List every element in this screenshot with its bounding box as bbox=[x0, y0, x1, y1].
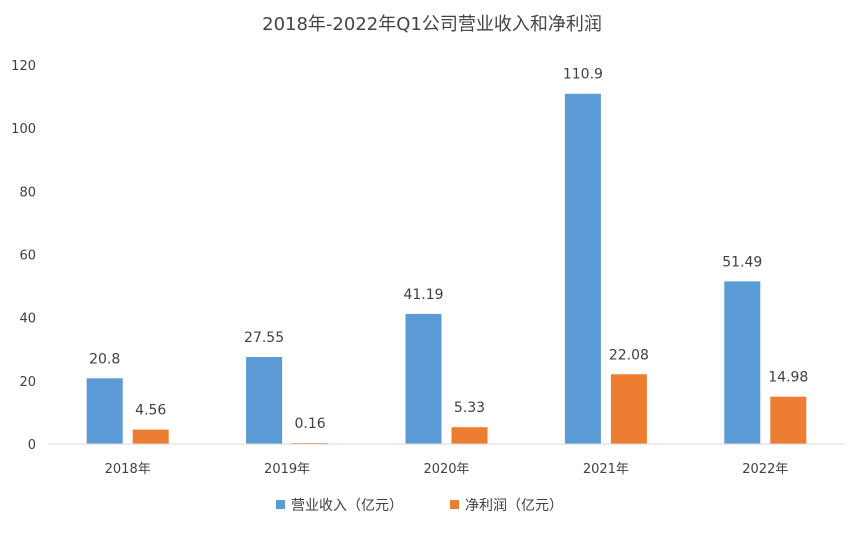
bar-revenue bbox=[405, 313, 442, 444]
x-tick-label: 2020年 bbox=[423, 462, 469, 477]
data-label: 0.16 bbox=[295, 416, 326, 432]
data-label: 41.19 bbox=[403, 287, 443, 303]
data-label: 22.08 bbox=[609, 347, 649, 363]
data-label: 20.8 bbox=[89, 351, 120, 367]
legend-swatch bbox=[276, 500, 285, 509]
data-label: 27.55 bbox=[244, 330, 284, 346]
bar-revenue bbox=[724, 281, 761, 444]
y-tick-label: 80 bbox=[19, 185, 36, 200]
y-tick-label: 40 bbox=[19, 312, 36, 327]
bar-net-profit bbox=[132, 429, 169, 444]
x-tick-label: 2021年 bbox=[583, 462, 629, 477]
x-tick-label: 2019年 bbox=[264, 462, 310, 477]
bar-net-profit bbox=[770, 396, 807, 444]
data-label: 51.49 bbox=[722, 254, 762, 270]
bar-revenue bbox=[86, 378, 123, 444]
bar-revenue bbox=[564, 93, 601, 444]
bar-net-profit bbox=[610, 374, 647, 444]
y-tick-label: 20 bbox=[19, 375, 36, 390]
bar-net-profit bbox=[451, 427, 488, 444]
y-tick-label: 120 bbox=[11, 59, 36, 74]
bar-revenue bbox=[246, 356, 283, 444]
x-axis: 2018年 2019年 2020年 2021年 2022年 bbox=[48, 443, 845, 477]
data-label: 110.9 bbox=[563, 67, 603, 83]
y-tick-label: 100 bbox=[11, 122, 36, 137]
y-tick-label: 0 bbox=[28, 438, 36, 453]
data-label: 4.56 bbox=[135, 403, 166, 419]
data-label: 14.98 bbox=[768, 370, 808, 386]
bars-group: 20.8 27.55 41.19 110.9 51.49 4.56 0.16 5.33 22.0… bbox=[86, 67, 808, 444]
y-axis: 0 20 40 60 80 100 120 bbox=[11, 59, 36, 453]
data-label: 5.33 bbox=[454, 400, 485, 416]
x-tick-label: 2018年 bbox=[105, 462, 151, 477]
legend-label: 营业收入（亿元） bbox=[291, 498, 403, 514]
chart-title: 2018年-2022年Q1公司营业收入和净利润 bbox=[262, 14, 602, 35]
legend-label: 净利润（亿元） bbox=[465, 498, 563, 514]
y-tick-label: 60 bbox=[19, 249, 36, 264]
x-tick-label: 2022年 bbox=[742, 462, 788, 477]
legend: 营业收入（亿元） 净利润（亿元） bbox=[276, 498, 563, 514]
legend-swatch bbox=[450, 500, 459, 509]
